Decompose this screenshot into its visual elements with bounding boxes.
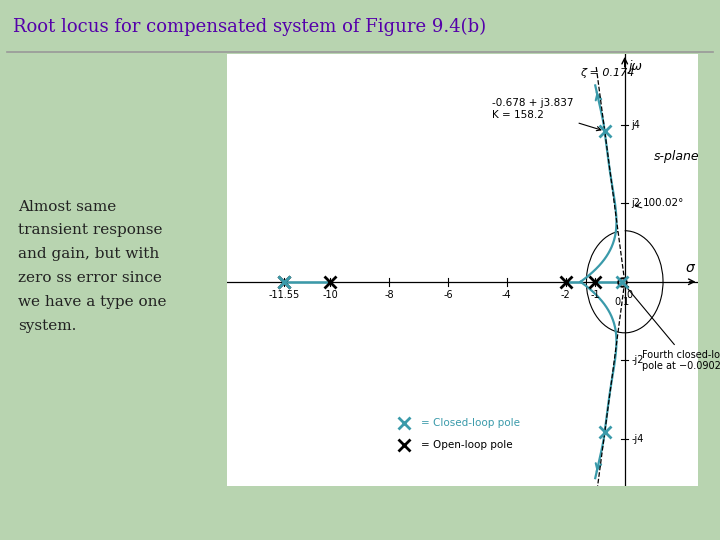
Text: j2: j2: [631, 198, 640, 208]
Text: -1: -1: [590, 291, 600, 300]
Text: -8: -8: [384, 291, 394, 300]
Text: = Open-loop pole: = Open-loop pole: [421, 440, 513, 450]
Text: s-plane: s-plane: [654, 150, 700, 163]
Text: Almost same
transient response
and gain, but with
zero ss error since
we have a : Almost same transient response and gain,…: [18, 200, 166, 333]
Text: -10: -10: [322, 291, 338, 300]
Text: ζ = 0.174: ζ = 0.174: [580, 68, 635, 78]
Text: -11.55: -11.55: [269, 291, 300, 300]
Text: 100.02°: 100.02°: [642, 198, 684, 208]
Text: -j4: -j4: [631, 434, 644, 444]
Text: = Closed-loop pole: = Closed-loop pole: [421, 418, 521, 428]
Text: j4: j4: [631, 120, 640, 130]
Text: 0.1: 0.1: [614, 296, 629, 307]
Text: -2: -2: [561, 291, 571, 300]
Text: σ: σ: [685, 261, 694, 275]
Text: -4: -4: [502, 291, 512, 300]
Text: -6: -6: [443, 291, 453, 300]
Text: -j2: -j2: [631, 355, 644, 366]
Text: Fourth closed-loop
pole at −0.0902: Fourth closed-loop pole at −0.0902: [625, 285, 720, 371]
Text: 0: 0: [626, 291, 632, 300]
Text: Root locus for compensated system of Figure 9.4(b): Root locus for compensated system of Fig…: [13, 18, 486, 36]
Text: -0.678 + j3.837
K = 158.2: -0.678 + j3.837 K = 158.2: [492, 98, 601, 131]
Text: jω: jω: [629, 60, 642, 73]
